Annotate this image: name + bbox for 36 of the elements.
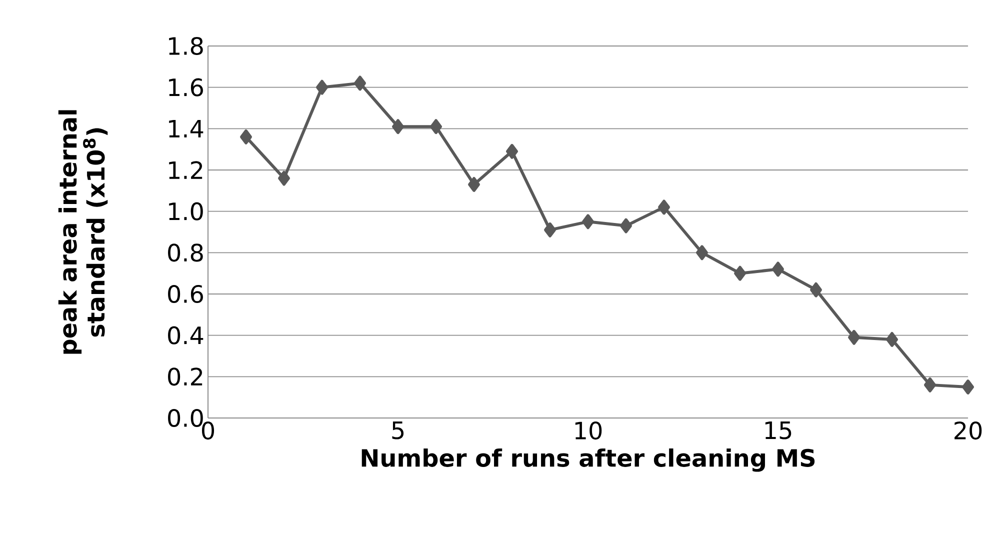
y-tick-label: 0.2 — [168, 368, 202, 386]
point — [506, 144, 518, 159]
point — [962, 380, 974, 394]
y-tick-label: 0.4 — [168, 326, 204, 344]
x-tick-label: 5 — [392, 422, 404, 440]
y-tick-label: 1.2 — [169, 161, 202, 179]
point — [848, 330, 860, 345]
y-tick-label: 1.0 — [169, 202, 203, 220]
x-tick-label: 15 — [765, 422, 792, 440]
y-tick-label: 1.4 — [169, 120, 204, 138]
point — [544, 222, 556, 238]
x-tick-label: 0 — [202, 422, 214, 440]
point — [658, 200, 670, 215]
y-tick-label: 1.8 — [169, 36, 203, 56]
point — [924, 377, 936, 392]
y-tick-label: 0.8 — [168, 244, 203, 262]
point — [696, 245, 708, 260]
point — [886, 332, 898, 347]
point — [620, 218, 632, 234]
y-tick-label: 0.6 — [168, 284, 203, 304]
point — [468, 176, 480, 192]
x-axis-title: Number of runs after cleaning MS — [362, 448, 815, 472]
y-tick-label: 0.0 — [168, 408, 203, 428]
point — [354, 76, 366, 91]
point — [316, 80, 328, 95]
point — [810, 282, 822, 298]
x-tick-label: 20 — [954, 422, 982, 440]
x-tick-label: 10 — [575, 422, 602, 440]
point — [240, 129, 252, 144]
point — [582, 214, 594, 230]
point — [734, 266, 746, 281]
point — [430, 119, 442, 134]
point — [392, 119, 404, 134]
point — [278, 170, 290, 186]
point — [772, 262, 784, 277]
y-tick-label: 1.6 — [169, 78, 203, 96]
